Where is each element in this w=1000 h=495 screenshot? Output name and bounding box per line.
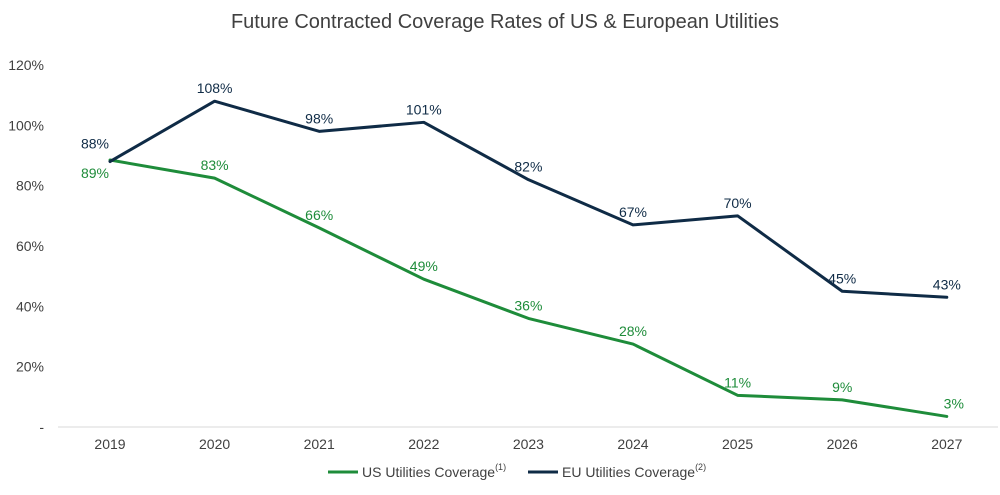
eu-data-label: 108% [197,80,233,96]
x-tick-label: 2023 [513,436,544,452]
x-tick-label: 2021 [304,436,335,452]
us-data-label: 83% [201,157,229,173]
us-data-label: 66% [305,207,333,223]
x-tick-label: 2024 [617,436,648,452]
us-data-label: 9% [832,379,852,395]
eu-series-line [108,99,949,299]
x-tick-label: 2019 [94,436,125,452]
y-tick-label: 100% [8,117,44,133]
us-legend-label: US Utilities Coverage(1) [362,462,506,480]
y-axis: - 20% 40% 60% 80% 100% 120% [8,57,44,435]
x-tick-label: 2026 [827,436,858,452]
eu-data-label: 101% [406,101,442,117]
y-tick-label: 40% [16,298,44,314]
y-tick-label: 20% [16,359,44,375]
eu-data-label: 98% [305,110,333,126]
eu-legend-label: EU Utilities Coverage(2) [562,462,706,480]
plot-area [108,99,949,418]
x-tick-label: 2022 [408,436,439,452]
y-tick-label: - [39,419,44,435]
us-data-label: 36% [514,297,542,313]
x-tick-label: 2020 [199,436,230,452]
x-tick-label: 2027 [931,436,962,452]
y-tick-label: 60% [16,238,44,254]
us-data-label: 11% [724,374,751,390]
us-data-label: 28% [619,323,647,339]
us-series-line [108,158,949,418]
data-labels: 89% 83% 66% 49% 36% 28% 11% 9% 3% 88% 108% 98% 101% 8… [81,80,964,411]
eu-data-label: 43% [933,276,961,292]
y-tick-label: 80% [16,178,44,194]
legend: US Utilities Coverage(1) EU Utilities Cov… [328,462,706,480]
chart-title: Future Contracted Coverage Rates of US &… [231,11,779,33]
y-tick-label: 120% [8,57,44,73]
us-data-label: 49% [410,258,438,274]
eu-data-label: 70% [724,195,752,211]
us-data-label: 89% [81,165,109,181]
eu-data-label: 82% [514,159,542,175]
x-axis: 2019 2020 2021 2022 2023 2024 2025 2026 2027 [94,436,962,452]
eu-data-label: 45% [828,270,856,286]
eu-data-label: 67% [619,204,647,220]
x-tick-label: 2025 [722,436,753,452]
eu-data-label: 88% [81,136,109,152]
us-data-label: 3% [944,395,964,411]
